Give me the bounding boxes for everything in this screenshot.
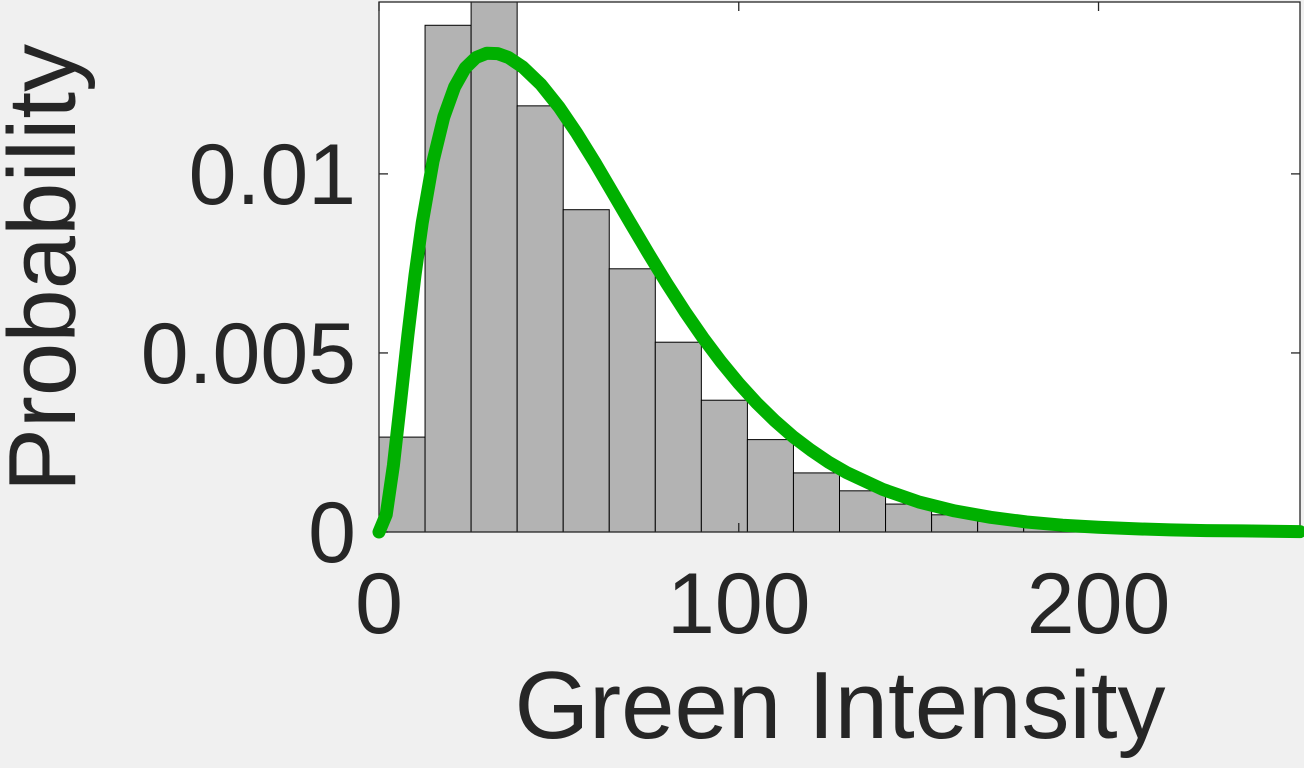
x-tick-label: 200: [1027, 556, 1171, 652]
histogram-bar: [471, 2, 517, 532]
histogram-bar: [793, 473, 839, 532]
histogram-bar: [701, 400, 747, 532]
x-axis-label: Green Intensity: [515, 652, 1166, 759]
x-tick-label: 100: [667, 556, 811, 652]
histogram-bar: [840, 491, 886, 532]
histogram-bar: [655, 342, 701, 532]
histogram-bar: [609, 269, 655, 532]
y-tick-label: 0.005: [141, 306, 356, 402]
histogram-bar: [517, 106, 563, 532]
histogram-bar: [747, 440, 793, 532]
y-axis-label: Probability: [0, 44, 96, 492]
histogram-bar: [563, 210, 609, 532]
y-tick-label: 0: [308, 485, 356, 581]
y-tick-label: 0.01: [189, 127, 356, 223]
x-tick-label: 0: [355, 556, 403, 652]
